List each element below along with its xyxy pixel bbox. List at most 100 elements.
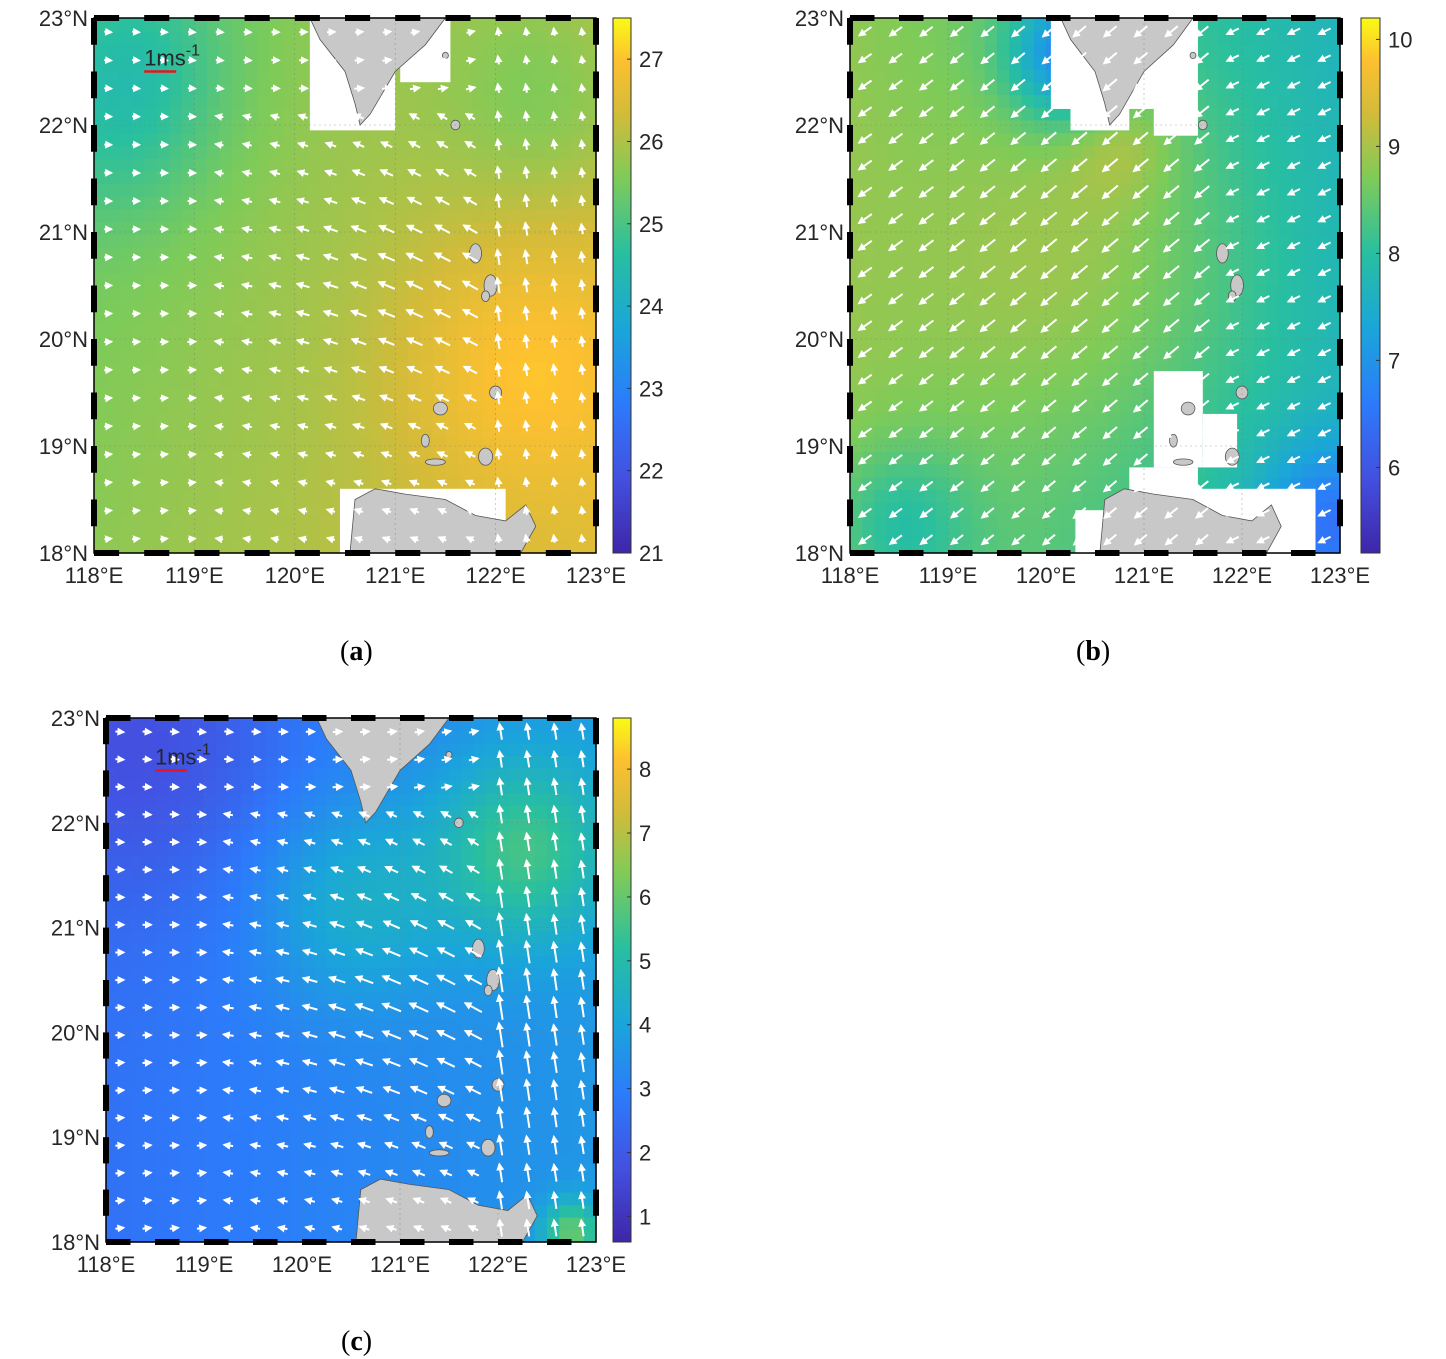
vector-arrow (325, 507, 336, 516)
caption-c: (c) (341, 1326, 373, 1357)
vector-arrow (327, 1030, 346, 1039)
vector-arrow (1101, 184, 1119, 200)
vector-arrow (1041, 25, 1056, 38)
y-tick-label: 19°N (51, 1125, 100, 1150)
vector-arrow (523, 1050, 532, 1074)
vector-arrow (1317, 268, 1332, 276)
vector-arrow (379, 422, 393, 431)
island (483, 984, 493, 997)
island (1180, 401, 1196, 416)
vector-arrow (979, 372, 996, 386)
vector-arrow (1225, 321, 1240, 330)
vector-arrow (301, 975, 318, 984)
vector-arrow (142, 727, 153, 736)
vector-arrow (1194, 480, 1209, 493)
vector-arrow (980, 453, 995, 466)
colorbar-tick-label: 9 (1388, 134, 1400, 159)
vector-arrow (888, 106, 903, 118)
vector-arrow (301, 948, 318, 957)
vector-arrow (857, 133, 873, 144)
vector-arrow (384, 865, 399, 874)
vector-arrow (215, 56, 225, 64)
vector-arrow (381, 1030, 402, 1040)
vector-arrow (857, 79, 873, 91)
vector-arrow (463, 974, 483, 986)
vector-arrow (979, 185, 996, 199)
vector-arrow (222, 810, 234, 819)
vector-arrow (1286, 348, 1301, 357)
vector-arrow (578, 222, 587, 235)
y-tick-label: 18°N (795, 541, 844, 566)
vector-arrow (327, 975, 346, 984)
vector-arrow (918, 79, 934, 91)
vector-arrow (142, 1058, 153, 1067)
vector-arrow (435, 168, 450, 178)
vector-arrow (115, 1058, 126, 1067)
vector-arrow (468, 755, 480, 764)
vector-arrow (382, 920, 401, 930)
vector-arrow (550, 1023, 559, 1046)
vector-arrow (857, 52, 873, 64)
vector-arrow (241, 197, 253, 206)
vector-arrow (949, 426, 965, 439)
vector-arrow (355, 947, 374, 957)
colorbar-tick-label: 26 (639, 129, 663, 154)
vector-arrow (353, 479, 364, 487)
vector-arrow (522, 533, 531, 543)
vector-arrow (356, 893, 372, 901)
vector-arrow (494, 419, 503, 432)
vector-arrow (462, 365, 478, 375)
vector-arrow (241, 225, 253, 234)
vector-arrow (888, 454, 903, 465)
vector-arrow (249, 811, 261, 819)
vector-arrow (303, 1197, 316, 1205)
vector-arrow (324, 422, 337, 431)
vector-arrow (550, 166, 559, 179)
vector-arrow (465, 536, 475, 544)
vector-arrow (550, 194, 559, 207)
vector-arrow (464, 112, 476, 121)
vector-arrow (1194, 453, 1210, 466)
vector-arrow (269, 507, 280, 516)
vector-arrow (142, 1169, 153, 1178)
luzon-land (355, 1178, 538, 1243)
vector-arrow (434, 365, 450, 375)
vector-arrow (248, 948, 262, 957)
vector-arrow (268, 197, 281, 206)
vector-arrow (888, 346, 904, 359)
vector-arrow (386, 783, 399, 792)
vector-arrow (240, 309, 253, 318)
vector-arrow (494, 54, 503, 65)
vector-arrow (523, 722, 532, 740)
vector-arrow (550, 1107, 559, 1128)
vector-arrow (496, 1134, 505, 1156)
island (420, 433, 430, 448)
vector-arrow (405, 252, 424, 263)
vector-arrow (1009, 345, 1027, 360)
vector-arrow (433, 224, 451, 234)
vector-arrow (385, 1224, 397, 1233)
vector-arrow (1133, 480, 1148, 493)
vector-arrow (523, 1162, 532, 1183)
island (425, 1125, 434, 1139)
colorbar-tick-label: 3 (639, 1077, 651, 1102)
vector-arrow (888, 400, 903, 412)
vector-arrow (1011, 534, 1026, 546)
vector-arrow (222, 1141, 234, 1150)
x-tick-label: 118°E (65, 563, 124, 588)
y-tick-label: 22°N (795, 113, 844, 138)
vector-arrow (251, 755, 262, 764)
vector-arrow (406, 394, 422, 402)
vector-arrow (467, 1225, 479, 1233)
vector-arrow (467, 838, 480, 847)
vector-arrow (196, 1058, 208, 1067)
vector-arrow (303, 1169, 316, 1178)
vector-arrow (1163, 426, 1179, 440)
vector-arrow (325, 479, 336, 487)
vector-arrow (464, 479, 476, 487)
vector-arrow (496, 885, 505, 908)
vector-arrow (949, 105, 965, 118)
vector-arrow (1317, 214, 1332, 223)
vector-arrow (213, 169, 224, 178)
vector-arrow (1102, 51, 1118, 65)
